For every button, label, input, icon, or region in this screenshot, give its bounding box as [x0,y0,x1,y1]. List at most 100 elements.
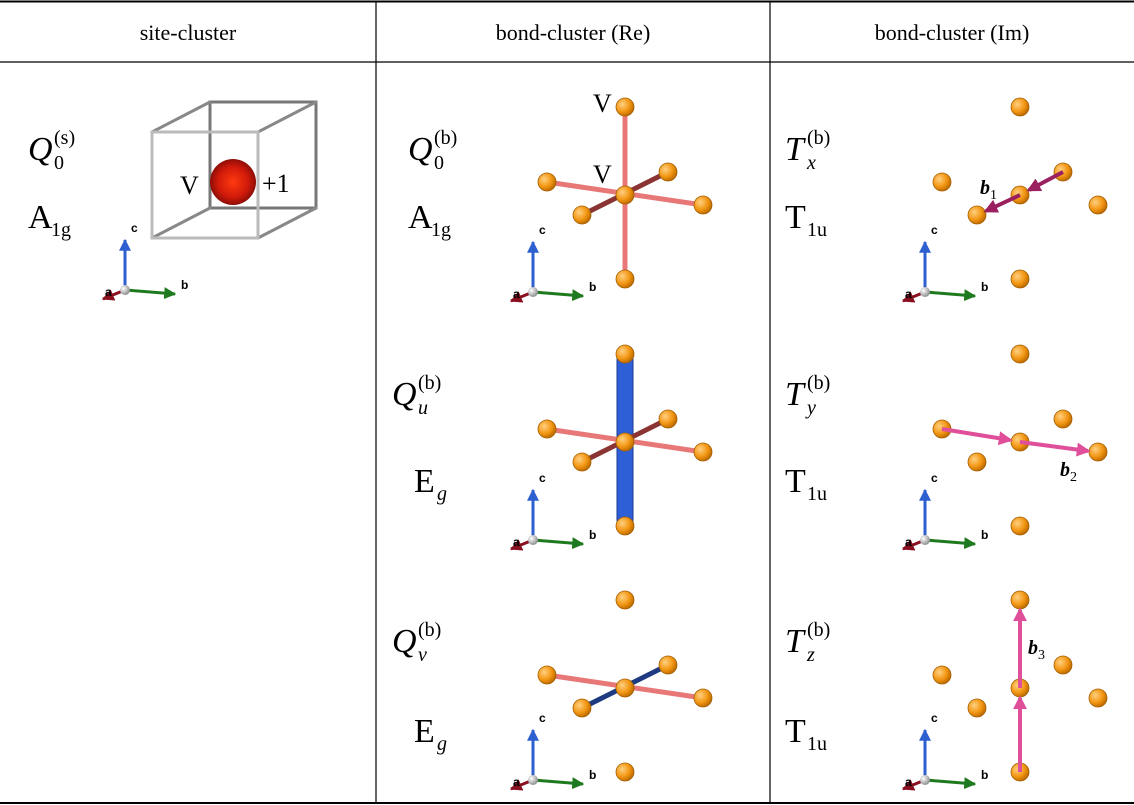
axis-label: b [589,280,596,294]
irrep-sub: g [437,483,447,505]
vector-sub: 2 [1070,470,1077,485]
axis-label: c [131,221,138,235]
atom [616,517,634,535]
symbol-base: T [785,623,806,660]
atom [659,656,677,674]
axis-label: b [981,280,988,294]
axis-label: c [931,711,938,725]
symbol-sub: 0 [54,152,64,174]
atom [616,591,634,609]
figure-table: site-cluster bond-cluster (Re) bond-clus… [0,0,1134,805]
atom [968,206,986,224]
axis-label: a [105,285,112,299]
irrep-base: T [785,199,806,236]
irrep-sub-text: 1g [51,219,71,241]
irrep-sub-text: 1u [807,483,827,505]
column-header: bond-cluster (Re) [496,20,651,45]
symbol-sub: z [806,644,815,666]
axis-origin [920,775,930,785]
atom [616,270,634,288]
vector-base: b [1060,459,1070,481]
symbol-sub: u [418,397,428,419]
axis-origin [920,535,930,545]
irrep-base: A [408,199,433,236]
irrep-base: E [414,713,435,750]
atom [538,666,556,684]
axis-origin [528,775,538,785]
atom [968,699,986,717]
bond [152,208,210,238]
symbol-sup: (b) [807,127,830,149]
atom-label: V [180,171,199,200]
charge-label: +1 [262,169,290,198]
bond [152,102,210,132]
atom [659,410,677,428]
symbol-sup: (b) [418,619,441,641]
axis-label: a [905,775,912,789]
atom [1054,410,1072,428]
vector-base: b [980,177,990,199]
column-header: bond-cluster (Im) [875,20,1030,45]
vector-base: b [1028,637,1038,659]
symbol-sup: (b) [807,372,830,394]
axis-label: b [181,278,188,292]
atom [694,443,712,461]
vector-sub: 3 [1038,648,1045,663]
vector-label: b2 [1060,459,1077,485]
irrep-sub: 1u [807,219,827,241]
axis-b [925,780,975,784]
atom [933,173,951,191]
axis-origin [120,285,130,295]
symbol-base: Q [408,131,433,168]
atom-label: V [593,160,612,189]
atom [1011,98,1029,116]
irrep-sub-text: 1u [807,733,827,755]
axis-b [533,292,583,296]
bond [258,102,316,132]
irrep-base: A [28,199,53,236]
atom [968,453,986,471]
symbol-base: Q [392,376,417,413]
axis-label: b [981,528,988,542]
bond-vector [942,429,1010,440]
symbol-base: Q [392,623,417,660]
bond [258,208,316,238]
atom [1011,345,1029,363]
atom-label: V [593,89,612,118]
atom [1089,196,1107,214]
irrep-sub-text: 1g [431,219,451,241]
axis-origin [920,287,930,297]
axis-label: a [905,535,912,549]
axis-label: b [589,528,596,542]
column-header: site-cluster [140,20,237,45]
atom [616,98,634,116]
axis-label: c [539,223,546,237]
atom [616,679,634,697]
atom [616,763,634,781]
symbol-sub: x [806,152,816,174]
axis-b [533,780,583,784]
atom [573,699,591,717]
bond-vector [1029,172,1063,190]
irrep-base: T [785,463,806,500]
axis-origin [528,287,538,297]
symbol-sup: (b) [434,127,457,149]
axis-b [533,540,583,544]
atom [538,420,556,438]
symbol-sup: (b) [418,372,441,394]
irrep-sub: 1u [807,483,827,505]
symbol-sup: (b) [807,619,830,641]
bond-vector [1020,442,1088,451]
axis-label: b [981,768,988,782]
irrep-sub: 1g [51,219,71,241]
axis-label: c [931,223,938,237]
axis-label: a [513,535,520,549]
atom [616,345,634,363]
axis-b [925,540,975,544]
irrep-sub: 1g [431,219,451,241]
atom [694,689,712,707]
atom [1011,270,1029,288]
symbol-base: T [785,376,806,413]
atom [616,433,634,451]
symbol-base: T [785,131,806,168]
